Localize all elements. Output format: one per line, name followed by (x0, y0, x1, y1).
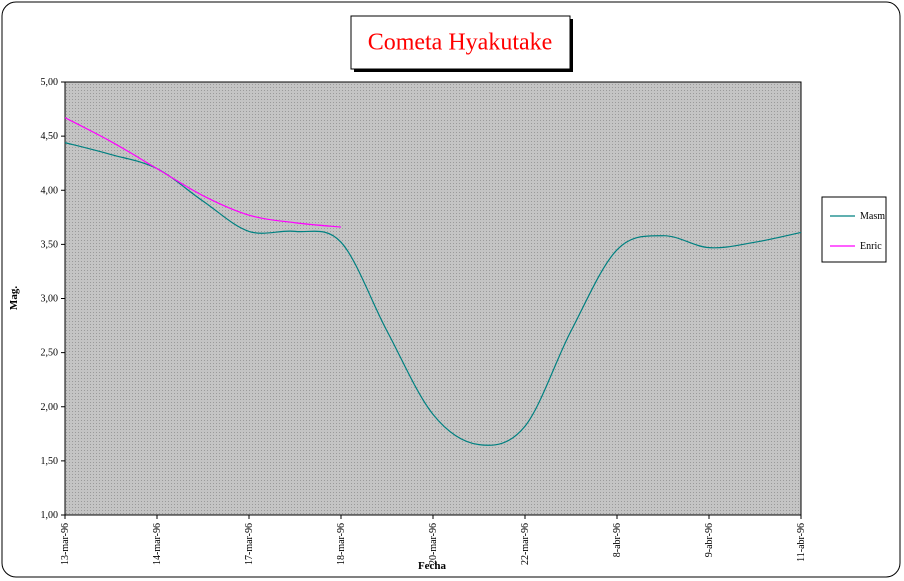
y-tick-label: 3,50 (41, 239, 59, 250)
legend-label: Masm (860, 211, 885, 222)
legend-label: Enric (860, 241, 882, 252)
y-axis-title: Mag. (8, 286, 20, 310)
x-tick-label: 13-mar-96 (60, 523, 71, 565)
x-tick-label: 17-mar-96 (244, 523, 255, 565)
x-tick-label: 22-mar-96 (520, 523, 531, 565)
y-tick-label: 2,50 (41, 348, 59, 359)
x-tick-label: 20-mar-96 (428, 523, 439, 565)
x-axis-title: Fecha (418, 560, 447, 572)
x-tick-label: 18-mar-96 (336, 523, 347, 565)
series-line (64, 117, 342, 228)
y-tick-label: 2,00 (41, 402, 59, 413)
y-tick-label: 4,00 (41, 185, 59, 196)
y-tick-label: 5,00 (41, 77, 59, 88)
plot-area (64, 81, 802, 516)
x-tick-label: 8-abr-96 (612, 523, 623, 557)
x-tick-label: 14-mar-96 (152, 523, 163, 565)
chart-title: Cometa Hyakutake (368, 30, 553, 56)
title-box (350, 15, 571, 70)
x-tick-label: 9-abr-96 (704, 523, 715, 557)
y-tick-label: 1,00 (41, 510, 59, 521)
series-line (64, 142, 802, 446)
y-tick-label: 1,50 (41, 456, 59, 467)
y-tick-label: 3,00 (41, 294, 59, 305)
y-tick-label: 4,50 (41, 131, 59, 142)
x-tick-label: 11-abr-96 (796, 523, 807, 562)
legend (821, 196, 887, 263)
